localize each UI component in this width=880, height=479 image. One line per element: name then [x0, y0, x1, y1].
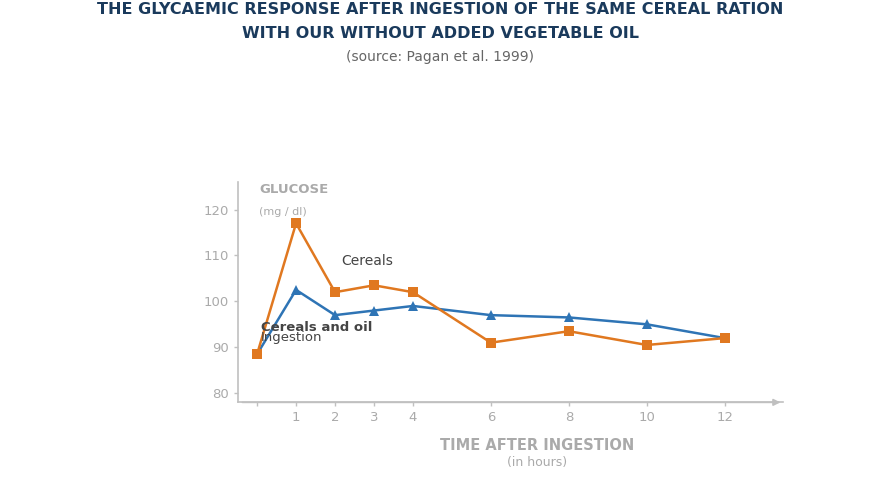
Text: (source: Pagan et al. 1999): (source: Pagan et al. 1999) [346, 50, 534, 64]
Text: THE GLYCAEMIC RESPONSE AFTER INGESTION OF THE SAME CEREAL RATION: THE GLYCAEMIC RESPONSE AFTER INGESTION O… [97, 2, 783, 17]
Text: (in hours): (in hours) [507, 456, 567, 469]
Text: WITH OUR WITHOUT ADDED VEGETABLE OIL: WITH OUR WITHOUT ADDED VEGETABLE OIL [241, 26, 639, 41]
Text: Cereals: Cereals [341, 254, 392, 268]
Text: Ingestion: Ingestion [261, 331, 322, 344]
Text: GLUCOSE: GLUCOSE [259, 183, 328, 196]
Text: (mg / dl): (mg / dl) [259, 207, 307, 217]
Text: TIME AFTER INGESTION: TIME AFTER INGESTION [440, 438, 634, 453]
Text: Cereals and oil: Cereals and oil [261, 321, 372, 334]
